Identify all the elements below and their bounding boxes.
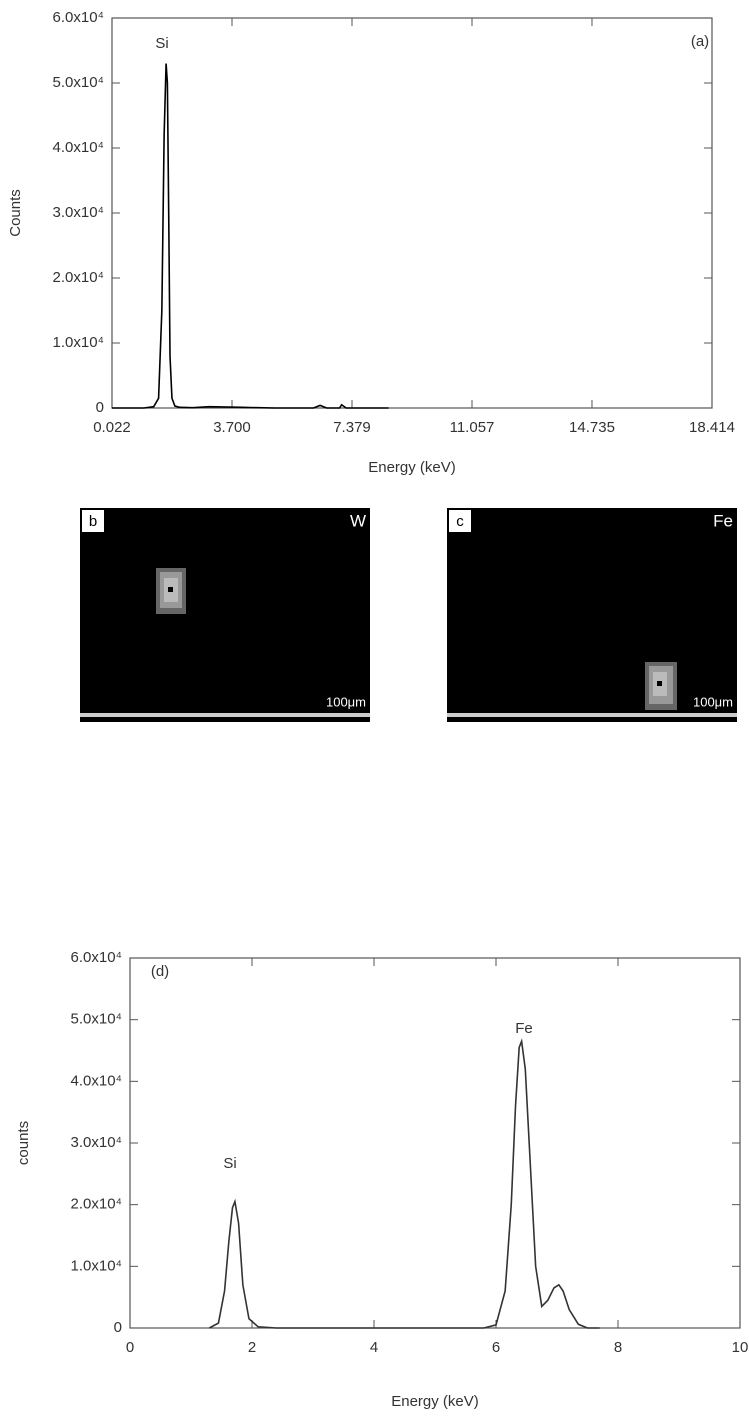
y-tick-label: 0 (114, 1319, 122, 1336)
x-tick-label: 2 (248, 1339, 256, 1356)
y-tick-label: 4.0x10⁴ (53, 139, 104, 156)
map-background (80, 508, 370, 722)
spectrum-line (209, 1041, 599, 1328)
peak-label: Si (155, 35, 168, 52)
scale-label: 100μm (693, 694, 733, 709)
hotspot (645, 662, 677, 710)
peak-label: Si (223, 1155, 236, 1172)
x-tick-label: 10 (732, 1339, 749, 1356)
plot-frame (112, 18, 712, 408)
x-axis-label: Energy (keV) (391, 1393, 479, 1410)
x-tick-label: 3.700 (213, 419, 251, 436)
map-panel: b W 100μm (80, 508, 370, 722)
x-tick-label: 4 (370, 1339, 378, 1356)
x-tick-label: 8 (614, 1339, 622, 1356)
map-background (447, 508, 737, 722)
x-tick-label: 0 (126, 1339, 134, 1356)
spectrum-line (112, 64, 389, 409)
x-tick-label: 7.379 (333, 419, 371, 436)
scale-bar (447, 713, 737, 717)
x-tick-label: 18.414 (689, 419, 735, 436)
y-axis-label: Counts (7, 189, 24, 237)
figure: b W 100μm c Fe 100μm 0 1.0x10⁴ 2.0x10⁴ 3.0x… (0, 0, 749, 1412)
hotspot (156, 568, 186, 614)
y-tick-label: 2.0x10⁴ (71, 1196, 122, 1213)
element-label: Fe (713, 511, 733, 530)
x-tick-label: 11.057 (450, 419, 495, 436)
y-tick-label: 0 (96, 399, 104, 416)
peak-label: Fe (515, 1020, 533, 1037)
x-tick-label: 14.735 (569, 419, 615, 436)
y-tick-label: 2.0x10⁴ (53, 269, 104, 286)
y-tick-label: 4.0x10⁴ (71, 1072, 122, 1089)
panel-label: c (456, 513, 464, 530)
panel-label: (a) (691, 33, 709, 50)
scale-label: 100μm (326, 694, 366, 709)
panel-label: (d) (151, 963, 169, 980)
element-label: W (350, 511, 366, 530)
x-tick-label: 0.022 (93, 419, 131, 436)
y-tick-label: 5.0x10⁴ (53, 74, 104, 91)
x-tick-label: 6 (492, 1339, 500, 1356)
y-tick-label: 1.0x10⁴ (71, 1257, 122, 1274)
y-tick-label: 5.0x10⁴ (71, 1011, 122, 1028)
map-panel: c Fe 100μm (447, 508, 737, 722)
panel-label: b (89, 513, 97, 530)
y-tick-label: 3.0x10⁴ (53, 204, 104, 221)
y-tick-label: 6.0x10⁴ (53, 9, 104, 26)
x-axis-label: Energy (keV) (368, 459, 456, 476)
y-tick-label: 1.0x10⁴ (53, 334, 104, 351)
y-tick-label: 3.0x10⁴ (71, 1134, 122, 1151)
y-tick-label: 6.0x10⁴ (71, 949, 122, 966)
y-axis-label: counts (15, 1121, 32, 1165)
scale-bar (80, 713, 370, 717)
plot-frame (130, 958, 740, 1328)
